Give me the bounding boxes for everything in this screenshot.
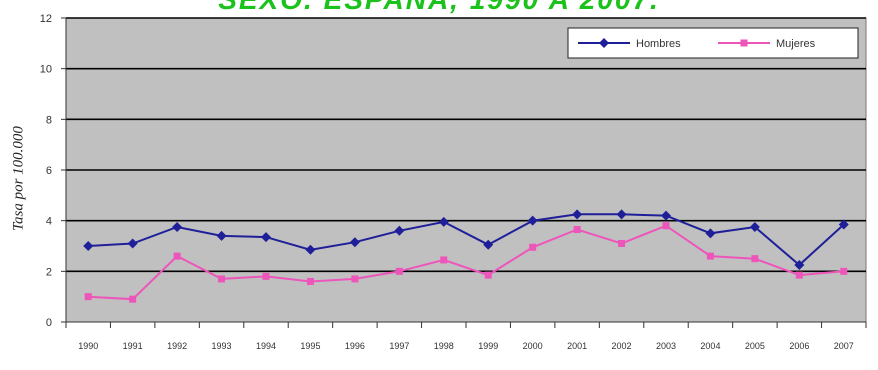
- data-point-hombres: [172, 222, 183, 232]
- data-point-mujeres: [351, 275, 359, 283]
- data-point-mujeres: [795, 271, 803, 279]
- series-line-mujeres: [88, 224, 844, 301]
- x-tick-label: 1991: [123, 341, 143, 351]
- x-tick-label: 2001: [567, 341, 587, 351]
- y-tick-label: 4: [46, 216, 52, 228]
- data-point-mujeres: [440, 256, 448, 264]
- data-point-mujeres: [395, 267, 403, 275]
- y-tick-label: 2: [46, 266, 52, 278]
- x-tick-label: 2002: [612, 341, 632, 351]
- data-point-mujeres: [129, 295, 137, 303]
- data-point-hombres: [483, 239, 494, 250]
- x-tick-label: 1993: [212, 341, 232, 351]
- data-point-mujeres: [218, 275, 226, 283]
- data-point-hombres: [794, 260, 805, 270]
- data-point-hombres: [216, 230, 227, 241]
- x-tick-label: 1998: [434, 341, 454, 351]
- x-tick-label: 2007: [834, 341, 854, 351]
- data-point-mujeres: [306, 277, 314, 285]
- data-point-hombres: [838, 219, 849, 230]
- series-line-hombres: [88, 213, 845, 267]
- legend-marker-mujeres: [740, 39, 748, 47]
- data-point-hombres: [572, 209, 583, 220]
- x-tick-label: 1994: [256, 341, 276, 351]
- chart-title-fragment: SEXO. ESPAÑA, 1990 A 2007.: [0, 0, 878, 18]
- data-point-hombres: [261, 232, 271, 243]
- x-tick-label: 2006: [789, 341, 809, 351]
- data-point-mujeres: [573, 226, 581, 234]
- x-tick-label: 2005: [745, 341, 765, 351]
- data-point-hombres: [127, 238, 138, 249]
- y-tick-label: 0: [46, 317, 52, 329]
- y-tick-label: 12: [40, 13, 52, 25]
- data-point-hombres: [394, 225, 405, 236]
- legend-label-hombres: Hombres: [636, 38, 681, 50]
- data-point-hombres: [616, 209, 627, 220]
- legend-label-mujeres: Mujeres: [776, 38, 816, 50]
- data-point-hombres: [438, 216, 449, 227]
- data-point-hombres: [349, 237, 360, 248]
- data-point-hombres: [661, 210, 671, 221]
- data-point-mujeres: [662, 222, 670, 230]
- x-tick-label: 1990: [78, 341, 98, 351]
- data-point-mujeres: [262, 272, 270, 280]
- x-tick-label: 1999: [478, 341, 498, 351]
- y-tick-label: 10: [40, 64, 52, 76]
- data-point-mujeres: [529, 243, 537, 251]
- x-tick-label: 2003: [656, 341, 676, 351]
- y-tick-label: 8: [46, 114, 52, 126]
- data-point-mujeres: [618, 239, 626, 247]
- data-point-hombres: [527, 215, 538, 226]
- y-tick-label: 6: [46, 165, 52, 177]
- data-point-mujeres: [706, 252, 714, 260]
- x-tick-label: 1992: [167, 341, 187, 351]
- data-point-mujeres: [840, 267, 848, 275]
- data-point-mujeres: [173, 252, 181, 260]
- data-point-hombres: [305, 244, 316, 255]
- data-point-hombres: [749, 222, 760, 232]
- data-point-mujeres: [484, 271, 492, 279]
- data-point-mujeres: [751, 255, 759, 263]
- x-tick-label: 1995: [300, 341, 320, 351]
- x-tick-label: 1996: [345, 341, 365, 351]
- legend-marker-hombres: [599, 38, 609, 48]
- data-point-hombres: [83, 241, 94, 251]
- data-point-hombres: [705, 228, 716, 239]
- x-tick-label: 2004: [700, 341, 720, 351]
- x-tick-label: 2000: [523, 341, 543, 351]
- x-tick-label: 1997: [389, 341, 409, 351]
- data-point-mujeres: [84, 293, 92, 301]
